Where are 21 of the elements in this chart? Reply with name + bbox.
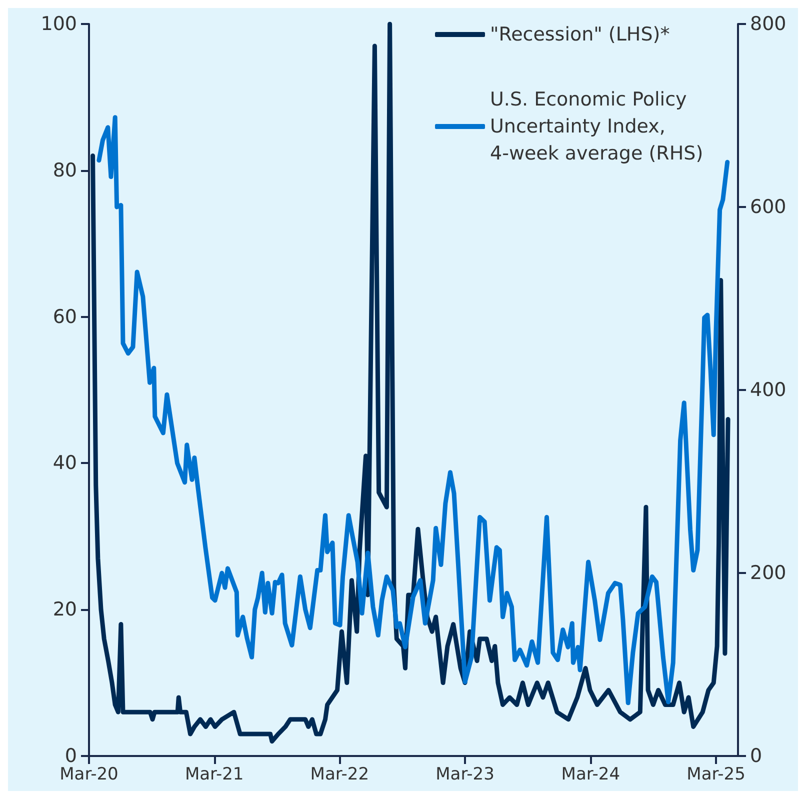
- y2-tick-label: 400: [750, 379, 786, 401]
- y-tick-label: 60: [52, 306, 77, 328]
- y2-tick-label: 0: [750, 745, 762, 767]
- x-tick-label: Mar-25: [686, 764, 746, 784]
- y2-tick-label: 600: [750, 196, 786, 218]
- x-tick-label: Mar-23: [436, 764, 494, 784]
- x-tick-label: Mar-20: [60, 764, 118, 784]
- x-tick-label: Mar-21: [184, 764, 244, 784]
- line-series: [90, 22, 730, 744]
- x-tick-label: Mar-22: [310, 764, 370, 784]
- legend-label: "Recession" (LHS)*: [490, 24, 670, 46]
- y-tick-label: 0: [64, 745, 77, 767]
- y2-tick-label: 200: [750, 562, 786, 584]
- line-series: [96, 115, 730, 706]
- x-tick-label: Mar-24: [561, 764, 620, 784]
- y2-tick-label: 800: [750, 13, 786, 35]
- legend-label: U.S. Economic Policy Uncertainty Index, 4-week average (RHS): [490, 88, 704, 164]
- y-tick-label: 80: [52, 159, 77, 182]
- y-tick-label: 40: [52, 452, 77, 474]
- y-tick-label: 20: [52, 598, 77, 621]
- y-tick-label: 100: [40, 13, 77, 35]
